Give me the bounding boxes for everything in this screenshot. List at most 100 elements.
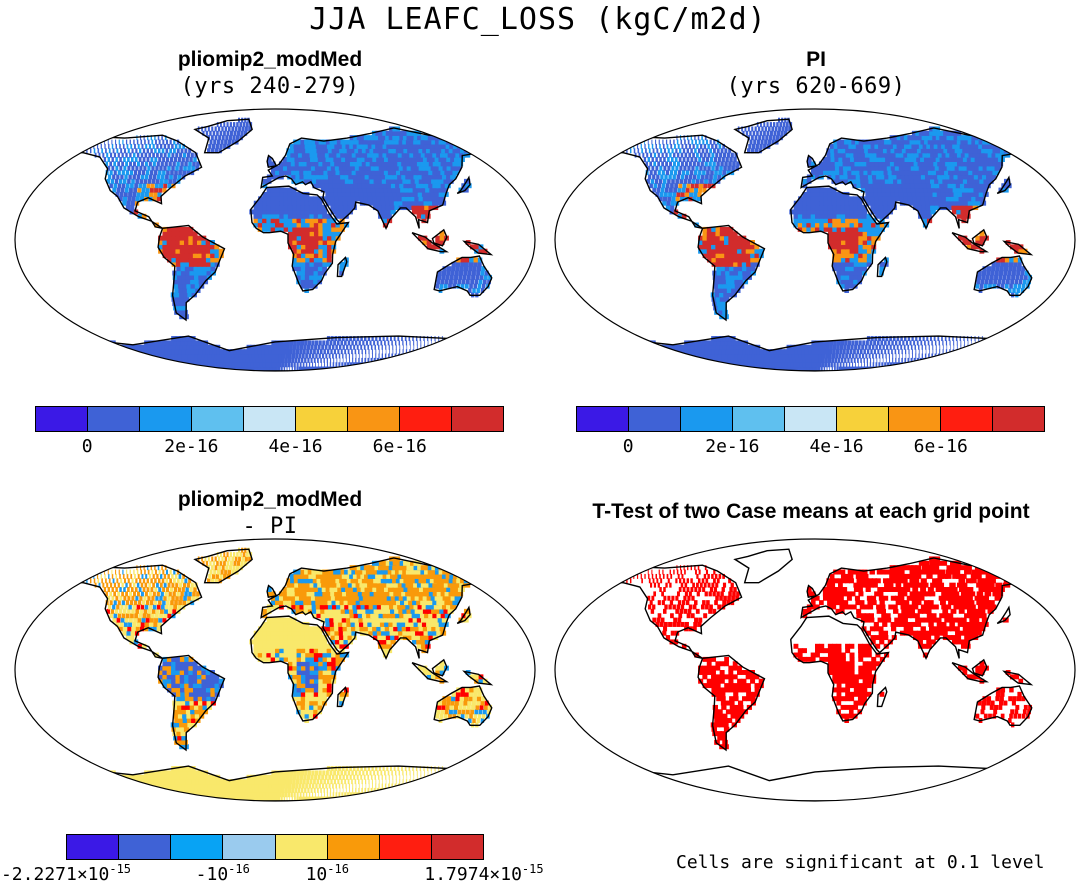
- grid-cell: [706, 253, 713, 259]
- grid-cell: [1009, 349, 1013, 355]
- grid-cell: [918, 183, 925, 189]
- grid-cell: [449, 135, 458, 141]
- grid-cell: [876, 357, 878, 363]
- grid-cell: [882, 353, 884, 359]
- grid-cell: [327, 240, 332, 245]
- grid-cell: [120, 148, 123, 154]
- grid-cell: [902, 165, 909, 171]
- grid-cell: [669, 170, 674, 176]
- grid-cell: [724, 261, 730, 267]
- grid-cell: [287, 235, 293, 241]
- grid-cell: [115, 139, 117, 145]
- grid-cell: [213, 139, 217, 145]
- grid-cell: [729, 266, 735, 272]
- grid-cell: [957, 235, 963, 241]
- grid-cell: [178, 288, 184, 293]
- grid-cell: [671, 196, 676, 202]
- grid-cell: [349, 183, 355, 189]
- grid-cell: [826, 366, 828, 371]
- grid-cell: [861, 205, 867, 211]
- grid-cell: [380, 148, 387, 154]
- grid-cell: [270, 200, 276, 206]
- grid-cell: [263, 366, 269, 371]
- grid-cell: [192, 248, 198, 254]
- grid-cell: [159, 183, 163, 189]
- grid-cell: [815, 213, 820, 219]
- grid-cell: [879, 209, 885, 215]
- grid-cell: [354, 340, 358, 346]
- grid-cell: [211, 135, 214, 141]
- grid-cell: [872, 183, 879, 189]
- grid-cell: [262, 226, 267, 232]
- grid-cell: [972, 183, 979, 189]
- grid-cell: [313, 261, 319, 267]
- grid-cell: [60, 340, 70, 346]
- grid-cell: [754, 344, 761, 350]
- grid-cell: [645, 349, 655, 355]
- grid-cell: [440, 279, 445, 285]
- grid-cell: [849, 244, 855, 250]
- colorbar-swatch: [348, 407, 400, 431]
- grid-cell: [849, 274, 854, 280]
- grid-cell: [416, 344, 418, 350]
- grid-cell: [875, 226, 881, 232]
- grid-cell: [444, 183, 451, 189]
- grid-cell: [700, 362, 712, 368]
- grid-cell: [316, 349, 320, 355]
- grid-cell: [810, 191, 816, 197]
- grid-cell: [908, 157, 915, 162]
- grid-cell: [435, 240, 441, 245]
- grid-cell: [279, 205, 285, 211]
- grid-cell: [212, 349, 219, 355]
- grid-cell: [845, 261, 850, 267]
- grid-cell: [441, 357, 447, 363]
- grid-cell: [920, 174, 927, 180]
- grid-cell: [233, 349, 239, 355]
- grid-cell: [707, 143, 710, 149]
- grid-cell: [226, 349, 232, 355]
- grid-cell: [879, 266, 885, 272]
- grid-cell: [942, 178, 949, 184]
- grid-cell: [644, 366, 678, 371]
- grid-cell: [122, 200, 127, 206]
- grid-cell: [826, 157, 832, 162]
- grid-cell: [405, 139, 413, 145]
- grid-cell: [953, 366, 980, 371]
- grid-cell: [875, 213, 881, 219]
- grid-cell: [325, 340, 329, 346]
- grid-cell: [318, 165, 324, 171]
- grid-cell: [976, 362, 986, 368]
- grid-cell: [354, 148, 361, 154]
- grid-cell: [921, 178, 928, 184]
- grid-cell: [413, 139, 421, 145]
- grid-cell: [648, 349, 658, 355]
- grid-cell: [300, 340, 305, 346]
- grid-cell: [287, 213, 293, 219]
- grid-cell: [608, 344, 619, 350]
- grid-cell: [719, 292, 725, 298]
- grid-cell: [661, 152, 664, 158]
- grid-cell: [279, 226, 285, 232]
- grid-cell: [756, 357, 764, 363]
- grid-cell: [862, 257, 868, 263]
- grid-cell: [478, 143, 488, 149]
- grid-cell: [895, 152, 902, 158]
- grid-cell: [133, 152, 136, 158]
- grid-cell: [388, 148, 395, 154]
- grid-cell: [960, 139, 968, 145]
- grid-cell: [722, 152, 727, 158]
- grid-cell: [487, 279, 491, 285]
- grid-cell: [343, 170, 349, 176]
- grid-cell: [831, 357, 835, 363]
- grid-cell: [713, 279, 719, 285]
- grid-cell: [275, 200, 280, 206]
- grid-cell: [836, 344, 840, 350]
- grid-cell: [679, 196, 685, 202]
- grid-cell: [223, 122, 226, 128]
- grid-cell: [171, 226, 177, 232]
- grid-cell: [661, 170, 665, 176]
- grid-cell: [681, 213, 687, 219]
- grid-cell: [456, 349, 460, 355]
- grid-cell: [75, 340, 84, 346]
- grid-cell: [607, 148, 609, 154]
